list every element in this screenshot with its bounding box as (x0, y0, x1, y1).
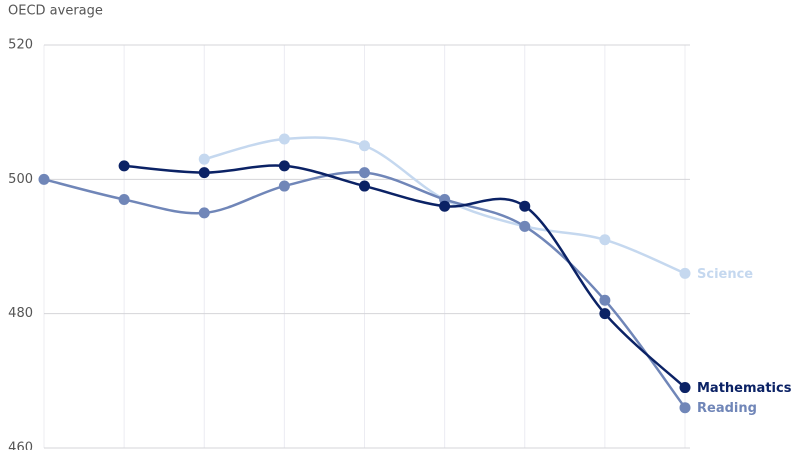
data-point (599, 234, 611, 246)
series-label: Mathematics (697, 381, 792, 396)
data-point (198, 167, 210, 179)
series-label: Reading (697, 401, 757, 416)
series-label: Science (697, 267, 753, 282)
data-point (278, 160, 290, 172)
y-tick-label: 520 (8, 38, 33, 53)
data-point (278, 133, 290, 145)
y-axis-title: OECD average (8, 4, 103, 19)
data-point (278, 180, 290, 192)
data-point (118, 193, 130, 205)
data-point (679, 402, 691, 414)
data-point (599, 294, 611, 306)
y-tick-label: 460 (8, 441, 33, 450)
data-point (118, 160, 130, 172)
y-tick-label: 480 (8, 306, 33, 321)
series-line (124, 164, 686, 389)
data-point (519, 200, 531, 212)
data-point (359, 167, 370, 179)
data-point (679, 382, 691, 394)
data-point (198, 207, 210, 219)
data-point (359, 140, 370, 152)
data-point (679, 267, 691, 279)
data-point (519, 220, 531, 232)
data-point (599, 308, 611, 320)
y-tick-label: 500 (8, 172, 33, 187)
data-point (439, 200, 451, 212)
data-point (359, 180, 370, 192)
data-point (198, 153, 210, 165)
data-point (38, 173, 50, 185)
